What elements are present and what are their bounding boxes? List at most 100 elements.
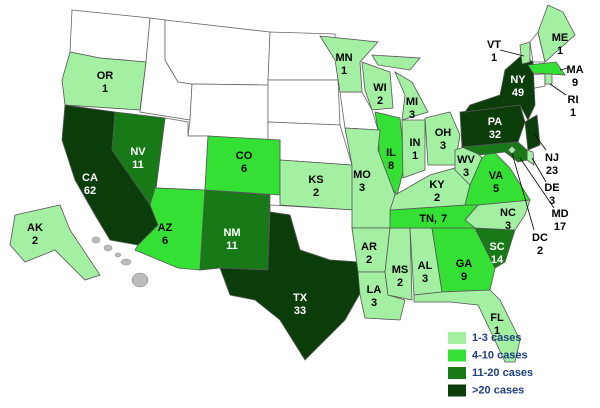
state xyxy=(544,73,553,85)
island xyxy=(103,244,113,252)
state xyxy=(9,204,101,281)
state xyxy=(526,149,535,166)
state-abbr: WI xyxy=(373,82,386,94)
state-cases: 3 xyxy=(549,195,555,207)
state-mt xyxy=(164,19,271,86)
state-abbr: MD xyxy=(551,208,568,220)
state-cases: 2 xyxy=(32,235,38,247)
state-cases: 8 xyxy=(388,160,394,172)
state-cases: 33 xyxy=(294,305,306,317)
state xyxy=(319,35,379,93)
state-abbr: SC xyxy=(489,241,504,253)
state-abbr: WV xyxy=(457,154,475,166)
state xyxy=(361,61,394,111)
state-abbr: NV xyxy=(130,146,146,158)
state-abbr: VT xyxy=(487,39,501,51)
state-cases: 3 xyxy=(371,297,377,309)
state-abbr: AR xyxy=(361,241,377,253)
leader-line xyxy=(519,157,555,209)
state-abbr: CO xyxy=(236,150,253,162)
state-abbr: NC xyxy=(500,207,516,219)
legend: 1-3 cases 4-10 cases 11-20 cases >20 cases xyxy=(448,332,533,397)
state-cases: 3 xyxy=(440,140,446,152)
state-cases: 1 xyxy=(102,83,108,95)
state-abbr: NY xyxy=(510,74,526,86)
state-abbr: TN, xyxy=(419,213,437,225)
state xyxy=(401,119,426,179)
state-abbr: MS xyxy=(392,264,409,276)
state-ne xyxy=(267,121,353,166)
state-abbr: NM xyxy=(223,227,240,239)
leader-line xyxy=(549,83,567,96)
state-abbr: NJ xyxy=(545,152,559,164)
island xyxy=(120,258,132,266)
state-cases: 1 xyxy=(491,52,497,64)
state-cases: 14 xyxy=(491,254,504,266)
state-cases: 1 xyxy=(341,65,347,77)
state-abbr: MI xyxy=(406,96,418,108)
island xyxy=(91,236,101,244)
state-cases: 32 xyxy=(489,129,501,141)
state-abbr: MA xyxy=(566,64,583,76)
state-cases: 17 xyxy=(554,221,566,233)
state-cases: 1 xyxy=(494,325,500,337)
state-abbr: AZ xyxy=(158,222,173,234)
state-abbr: PA xyxy=(488,116,503,128)
legend-swatch xyxy=(448,349,466,362)
state-cases: 11 xyxy=(226,240,238,252)
state-cases: 2 xyxy=(366,254,372,266)
state xyxy=(464,54,536,121)
state xyxy=(371,54,429,121)
state xyxy=(519,41,531,65)
state-cases: 23 xyxy=(546,165,558,177)
state-abbr: ME xyxy=(552,32,569,44)
state-abbr: IL xyxy=(386,147,396,159)
state-cases: 49 xyxy=(512,87,524,99)
state-abbr: KY xyxy=(429,179,445,191)
state xyxy=(537,4,576,63)
state-cases: 6 xyxy=(162,235,168,247)
state-cases: 1 xyxy=(557,45,563,57)
state-abbr: VA xyxy=(489,170,504,182)
legend-swatch xyxy=(448,332,466,344)
state-cases: 1 xyxy=(570,107,576,119)
state-cases: 62 xyxy=(84,185,96,197)
legend-label: 4-10 cases xyxy=(472,349,528,361)
state xyxy=(219,211,363,361)
state-abbr: OR xyxy=(97,70,114,82)
state-cases: 3 xyxy=(463,167,469,179)
hawaii xyxy=(91,236,149,288)
state-abbr: AK xyxy=(27,222,43,234)
state-cases: 5 xyxy=(493,183,499,195)
state-abbr: GA xyxy=(456,258,473,270)
legend-swatch xyxy=(448,384,466,397)
state-abbr: FL xyxy=(490,312,504,324)
state-cases: 3 xyxy=(359,182,365,194)
state-abbr: TX xyxy=(293,292,308,304)
state-cases: 2 xyxy=(537,245,543,257)
state-cases: 2 xyxy=(434,192,440,204)
island xyxy=(114,252,122,258)
state-abbr: AL xyxy=(418,260,433,272)
legend-label: 11-20 cases xyxy=(472,367,533,379)
legend-label: >20 cases xyxy=(472,384,524,396)
state-sd xyxy=(267,79,341,126)
state-cases: 6 xyxy=(241,163,247,175)
state-cases: 11 xyxy=(132,159,144,171)
state xyxy=(527,61,566,76)
state-cases: 9 xyxy=(461,271,467,283)
state-cases: 2 xyxy=(377,95,383,107)
state-cases: 3 xyxy=(505,220,511,232)
state xyxy=(61,51,147,111)
state-cases: 7 xyxy=(441,213,447,225)
state-abbr: DC xyxy=(532,232,548,244)
leader-line xyxy=(499,49,525,57)
states xyxy=(9,4,576,363)
state-abbr: DE xyxy=(544,182,559,194)
state-cases: 9 xyxy=(572,77,578,89)
leader-line xyxy=(534,134,547,151)
state-abbr: MN xyxy=(335,52,352,64)
state-cases: 2 xyxy=(313,187,319,199)
state xyxy=(524,114,541,151)
